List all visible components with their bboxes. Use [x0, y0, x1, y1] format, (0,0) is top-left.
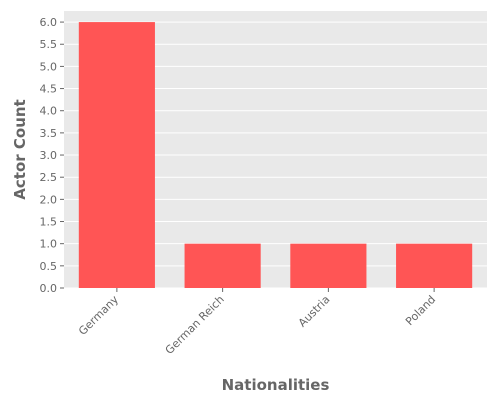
y-tick-label: 0.5: [40, 260, 58, 273]
y-tick-label: 2.0: [40, 193, 58, 206]
bar-german-reich: [184, 243, 261, 288]
x-tick-label: Austria: [296, 293, 333, 330]
y-tick-label: 5.5: [40, 38, 58, 51]
bar-germany: [78, 22, 155, 289]
y-tick-label: 5.0: [40, 60, 58, 73]
y-tick-label: 6.0: [40, 16, 58, 29]
x-tick-label: German Reich: [163, 293, 227, 357]
y-tick-label: 0.0: [40, 282, 58, 295]
bar-austria: [290, 243, 367, 288]
y-axis-ticks: 0.0 0.5 1.0 1.5 2.0 2.5 3.0 3.5 4.0 4.5 5.0 5.5 6.0: [40, 16, 64, 295]
y-tick-label: 4.5: [40, 83, 58, 96]
y-tick-label: 1.0: [40, 238, 58, 251]
y-tick-label: 1.5: [40, 216, 58, 229]
bars: [78, 22, 473, 289]
y-tick-label: 2.5: [40, 171, 58, 184]
y-tick-label: 3.0: [40, 149, 58, 162]
x-tick-label: Germany: [76, 293, 121, 338]
y-tick-label: 4.0: [40, 105, 58, 118]
y-tick-label: 3.5: [40, 127, 58, 140]
x-tick-label: Poland: [403, 293, 438, 328]
x-axis-ticks: Germany German Reich Austria Poland: [76, 288, 438, 357]
y-axis-title: Actor Count: [11, 99, 29, 199]
bar-poland: [396, 243, 473, 288]
x-axis-title: Nationalities: [222, 376, 330, 394]
